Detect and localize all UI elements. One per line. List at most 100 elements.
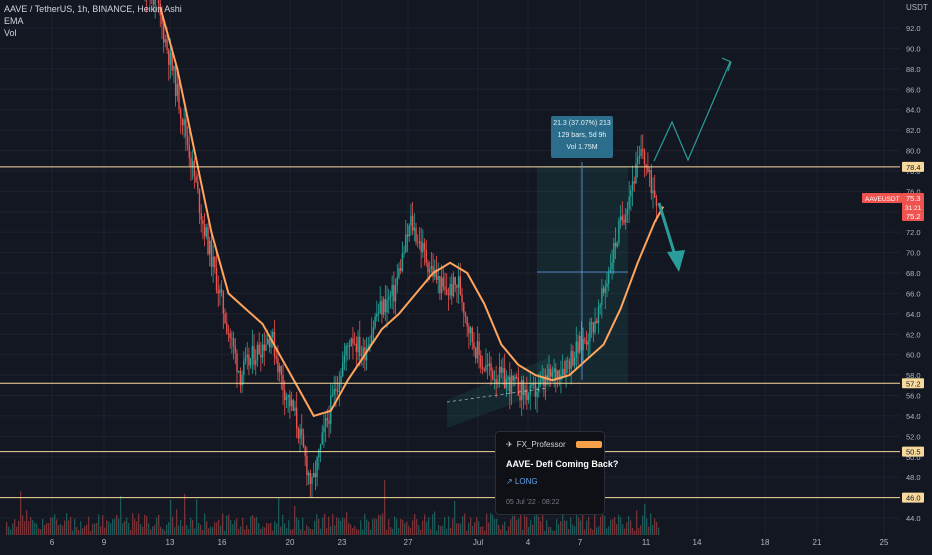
volume-bar — [174, 527, 176, 535]
volume-bar — [144, 514, 146, 535]
candle-body — [642, 149, 644, 151]
idea-author-row[interactable]: ✈ FX_Professor — [506, 440, 602, 449]
candle-body — [178, 83, 180, 110]
candle-body — [628, 196, 630, 209]
volume-bar — [352, 528, 354, 535]
candle-body — [318, 449, 320, 458]
volume-bar — [16, 526, 18, 535]
price-tick-label: 90.0 — [906, 44, 921, 53]
candle-body — [638, 155, 641, 158]
candle-body — [527, 394, 530, 401]
candle-body — [335, 388, 337, 392]
volume-bar — [650, 513, 652, 535]
volume-bar — [448, 516, 450, 535]
candle-body — [449, 284, 451, 296]
candle-body — [246, 354, 248, 358]
time-tick-label: 9 — [102, 538, 107, 547]
candle-body — [512, 375, 514, 381]
candle-body — [430, 265, 433, 269]
volume-bar — [166, 524, 168, 535]
volume-bar — [456, 523, 458, 535]
candle-body — [573, 357, 576, 366]
volume-bar — [654, 518, 656, 535]
candle-body — [529, 385, 531, 395]
volume-bar — [296, 517, 298, 535]
volume-bar — [644, 503, 646, 535]
ema-indicator-label[interactable]: EMA — [4, 16, 24, 26]
candle-body — [294, 407, 296, 411]
volume-bar — [344, 518, 346, 535]
candle-body — [176, 83, 179, 97]
volume-bar — [164, 530, 166, 535]
candle-body — [575, 341, 577, 358]
volume-bar — [622, 524, 624, 535]
candle-body — [592, 322, 595, 333]
volume-bar — [468, 522, 470, 535]
volume-indicator-label[interactable]: Vol — [4, 28, 17, 38]
candle-body — [384, 299, 387, 313]
candle-body — [169, 52, 172, 65]
volume-bar — [566, 520, 568, 535]
volume-bar — [118, 518, 120, 535]
volume-bar — [506, 530, 508, 535]
volume-bar — [514, 516, 516, 535]
candle-body — [323, 426, 325, 433]
candle-body — [461, 294, 463, 303]
candle-body — [311, 477, 313, 484]
volume-bar — [488, 522, 490, 535]
idea-author[interactable]: FX_Professor — [516, 440, 566, 449]
candle-body — [578, 335, 581, 353]
volume-bar — [210, 526, 212, 535]
price-tick-label: 56.0 — [906, 392, 921, 401]
candle-body — [428, 268, 431, 273]
volume-bar — [460, 523, 462, 535]
volume-bar — [396, 518, 398, 535]
candle-body — [168, 49, 170, 65]
candle-body — [261, 344, 264, 358]
candle-body — [185, 119, 187, 137]
candle-body — [198, 189, 201, 213]
candle-body — [338, 382, 340, 393]
volume-bar — [124, 521, 126, 535]
candle-body — [418, 241, 421, 243]
candle-body — [253, 346, 255, 365]
volume-bar — [220, 525, 222, 535]
candle-body — [239, 370, 242, 386]
candle-body — [492, 371, 494, 380]
volume-bar — [32, 520, 34, 535]
volume-bar — [358, 529, 360, 535]
candle-body — [270, 337, 272, 348]
candle-body — [584, 339, 586, 341]
candle-body — [352, 338, 354, 344]
volume-bar — [472, 525, 474, 535]
idea-card[interactable]: ✈ FX_Professor AAVE- Defi Coming Back? ↗… — [495, 431, 618, 515]
volume-bar — [268, 523, 270, 535]
candle-body — [563, 369, 566, 375]
candle-body — [406, 234, 409, 237]
candle-body — [481, 367, 484, 370]
volume-bar — [620, 517, 622, 535]
candle-body — [602, 288, 605, 293]
idea-title[interactable]: AAVE- Defi Coming Back? — [506, 459, 619, 469]
candle-body — [376, 313, 378, 317]
symbol-label[interactable]: AAVE / TetherUS, 1h, BINANCE, Heikin Ash… — [4, 4, 182, 14]
volume-bar — [552, 530, 554, 535]
volume-bar — [130, 530, 132, 535]
candle-body — [367, 345, 369, 348]
candle-body — [370, 333, 373, 344]
volume-bar — [598, 526, 600, 535]
volume-bar — [484, 530, 486, 535]
volume-bar — [586, 520, 588, 535]
volume-bar — [466, 530, 468, 535]
volume-bar — [410, 527, 412, 535]
volume-bar — [286, 527, 288, 535]
volume-bar — [82, 528, 84, 535]
volume-bar — [308, 526, 310, 535]
candle-body — [232, 338, 235, 347]
candle-body — [607, 273, 610, 284]
volume-bar — [170, 499, 172, 535]
volume-bar — [532, 524, 534, 535]
candle-body — [630, 190, 632, 197]
